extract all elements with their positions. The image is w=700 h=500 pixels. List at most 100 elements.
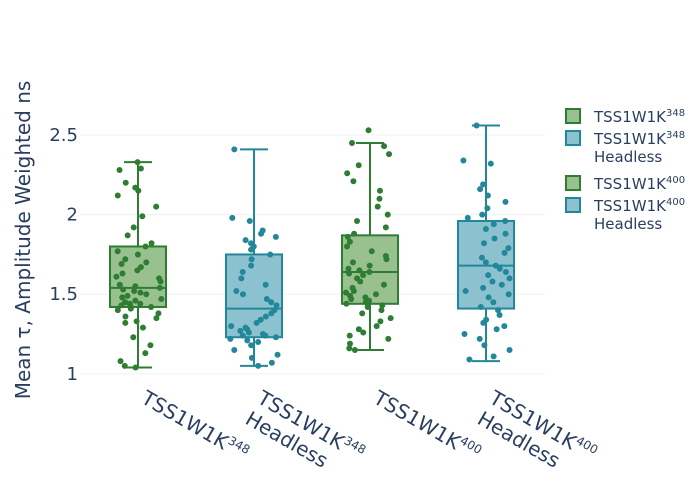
data-point bbox=[242, 237, 249, 244]
data-point bbox=[139, 324, 146, 331]
data-point bbox=[343, 289, 350, 296]
data-point bbox=[119, 270, 126, 277]
data-point bbox=[345, 265, 352, 272]
y-tick-label: 1 bbox=[67, 364, 78, 385]
data-point bbox=[274, 351, 281, 358]
data-point bbox=[229, 214, 236, 221]
data-point bbox=[130, 224, 137, 231]
data-point bbox=[137, 289, 144, 296]
data-point bbox=[262, 281, 269, 288]
data-point bbox=[142, 350, 149, 357]
data-point bbox=[383, 256, 390, 263]
data-point bbox=[480, 319, 487, 326]
data-point bbox=[127, 305, 134, 312]
data-point bbox=[477, 186, 484, 193]
data-point bbox=[239, 291, 246, 298]
data-point bbox=[133, 318, 140, 325]
data-point bbox=[502, 268, 509, 275]
data-point bbox=[137, 300, 144, 307]
data-point bbox=[346, 238, 353, 245]
data-point bbox=[263, 296, 270, 303]
data-point bbox=[484, 192, 491, 199]
data-point bbox=[348, 296, 355, 303]
data-point bbox=[376, 195, 383, 202]
data-point bbox=[120, 286, 127, 293]
data-point bbox=[268, 359, 275, 366]
data-point bbox=[262, 313, 269, 320]
x-tick-label: TSS1W1K400 bbox=[369, 385, 485, 466]
data-point bbox=[156, 284, 163, 291]
data-point bbox=[233, 288, 240, 295]
legend-swatch bbox=[565, 175, 581, 191]
data-point bbox=[346, 340, 353, 347]
data-point bbox=[155, 310, 162, 317]
data-point bbox=[349, 259, 356, 266]
data-point bbox=[122, 313, 129, 320]
data-point bbox=[344, 243, 351, 250]
data-point bbox=[496, 265, 503, 272]
y-tick-label: 2 bbox=[67, 205, 78, 226]
points-series-3 bbox=[343, 127, 394, 353]
data-point bbox=[238, 275, 245, 282]
y-tick-label: 2.5 bbox=[49, 125, 78, 146]
legend-item-4[interactable]: TSS1W1K400 Headless bbox=[565, 197, 685, 233]
data-point bbox=[131, 288, 138, 295]
data-point bbox=[378, 307, 385, 314]
data-point bbox=[255, 362, 262, 369]
data-point bbox=[380, 281, 387, 288]
data-point bbox=[239, 268, 246, 275]
legend-swatch bbox=[565, 130, 581, 146]
data-point bbox=[351, 346, 358, 353]
data-point bbox=[466, 356, 473, 363]
data-point bbox=[346, 332, 353, 339]
data-point bbox=[148, 303, 155, 310]
data-point bbox=[498, 281, 505, 288]
data-point bbox=[359, 310, 366, 317]
data-point bbox=[134, 251, 141, 258]
data-point bbox=[505, 291, 512, 298]
data-point bbox=[147, 342, 154, 349]
legend-label: TSS1W1K400 Headless bbox=[593, 197, 685, 233]
legend-item-3[interactable]: TSS1W1K400 bbox=[565, 175, 685, 193]
legend-item-1[interactable]: TSS1W1K348 bbox=[565, 108, 685, 126]
data-point bbox=[258, 230, 265, 237]
box-series-2[interactable] bbox=[225, 148, 283, 367]
legend-label: TSS1W1K348 Headless bbox=[593, 130, 685, 166]
data-point bbox=[381, 143, 388, 150]
data-point bbox=[460, 157, 467, 164]
data-point bbox=[228, 323, 235, 330]
data-point bbox=[255, 339, 262, 346]
data-point bbox=[481, 240, 488, 247]
data-point bbox=[387, 315, 394, 322]
data-point bbox=[132, 364, 139, 371]
data-point bbox=[248, 262, 255, 269]
data-point bbox=[267, 251, 274, 258]
data-point bbox=[473, 122, 480, 129]
legend-item-2[interactable]: TSS1W1K348 Headless bbox=[565, 130, 685, 166]
legend-swatch bbox=[565, 197, 581, 213]
legend-label: TSS1W1K348 bbox=[593, 108, 685, 126]
data-point bbox=[366, 262, 373, 269]
data-point bbox=[493, 326, 500, 333]
data-point bbox=[360, 329, 367, 336]
data-point bbox=[121, 362, 128, 369]
legend[interactable]: TSS1W1K348 TSS1W1K348 Headless TSS1W1K400 TS… bbox=[565, 108, 685, 233]
data-point bbox=[246, 218, 253, 225]
data-point bbox=[114, 307, 121, 314]
data-point bbox=[257, 316, 264, 323]
legend-label: TSS1W1K400 bbox=[593, 175, 685, 193]
data-point bbox=[137, 165, 144, 172]
data-point bbox=[351, 230, 358, 237]
data-point bbox=[364, 303, 371, 310]
data-point bbox=[272, 334, 279, 341]
data-point bbox=[492, 262, 499, 269]
data-point bbox=[461, 331, 468, 338]
data-point bbox=[122, 179, 129, 186]
data-point bbox=[139, 213, 146, 220]
data-point bbox=[374, 203, 381, 210]
data-point bbox=[366, 268, 373, 275]
data-point bbox=[142, 243, 149, 250]
data-point bbox=[490, 221, 497, 228]
iqr-box bbox=[225, 253, 283, 339]
